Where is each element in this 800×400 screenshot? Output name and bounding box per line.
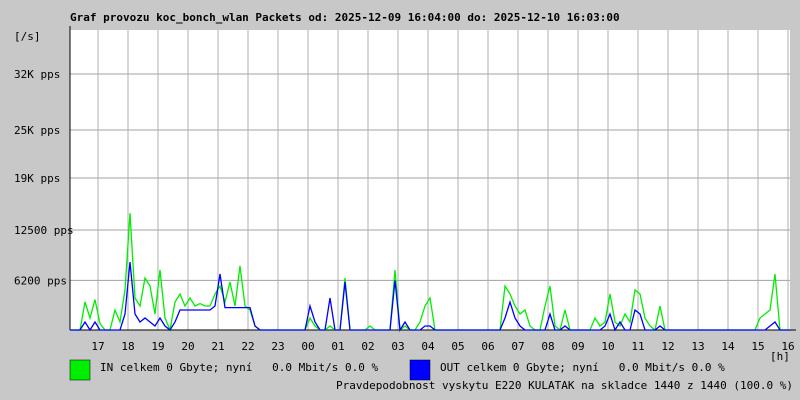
x-tick-label: 12 <box>661 340 674 353</box>
series-line <box>70 261 790 332</box>
x-tick-label: 13 <box>691 340 704 353</box>
x-tick-label: 04 <box>421 340 435 353</box>
x-tick-label: 07 <box>511 340 524 353</box>
legend-swatch <box>409 359 431 381</box>
x-tick-label: 00 <box>301 340 314 353</box>
y-unit: [/s] <box>14 30 41 43</box>
legend-label: IN celkem 0 Gbyte; nyní 0.0 Mbit/s 0.0 % <box>100 361 379 374</box>
y-tick-label: 12500 pps <box>14 224 74 237</box>
x-tick-label: 19 <box>151 340 164 353</box>
x-tick-label: 10 <box>601 340 614 353</box>
x-tick-label: 01 <box>331 340 344 353</box>
x-unit: [h] <box>770 350 790 363</box>
plot-area <box>70 30 790 330</box>
y-tick-label: 19K pps <box>14 172 60 185</box>
x-tick-label: 21 <box>211 340 224 353</box>
x-tick-label: 06 <box>481 340 494 353</box>
x-tick-label: 03 <box>391 340 404 353</box>
x-tick-label: 11 <box>631 340 644 353</box>
legend-swatch <box>69 359 91 381</box>
x-tick-label: 02 <box>361 340 374 353</box>
x-tick-label: 18 <box>121 340 134 353</box>
x-tick-label: 14 <box>721 340 735 353</box>
chart-title: Graf provozu koc_bonch_wlan Packets od: … <box>70 11 620 24</box>
y-tick-label: 6200 pps <box>14 274 67 287</box>
x-tick-label: 08 <box>541 340 554 353</box>
y-tick-label: 25K pps <box>14 124 60 137</box>
legend-label: OUT celkem 0 Gbyte; nyní 0.0 Mbit/s 0.0 … <box>440 361 725 374</box>
x-tick-label: 09 <box>571 340 584 353</box>
x-tick-label: 23 <box>271 340 284 353</box>
x-tick-label: 17 <box>91 340 104 353</box>
y-tick-label: 32K pps <box>14 68 60 81</box>
footer-note: Pravdepodobnost vyskytu E220 KULATAK na … <box>336 379 793 392</box>
x-tick-label: 05 <box>451 340 464 353</box>
x-tick-label: 15 <box>751 340 764 353</box>
x-tick-label: 20 <box>181 340 194 353</box>
x-tick-label: 22 <box>241 340 254 353</box>
x-tick-label: 16 <box>781 340 794 353</box>
